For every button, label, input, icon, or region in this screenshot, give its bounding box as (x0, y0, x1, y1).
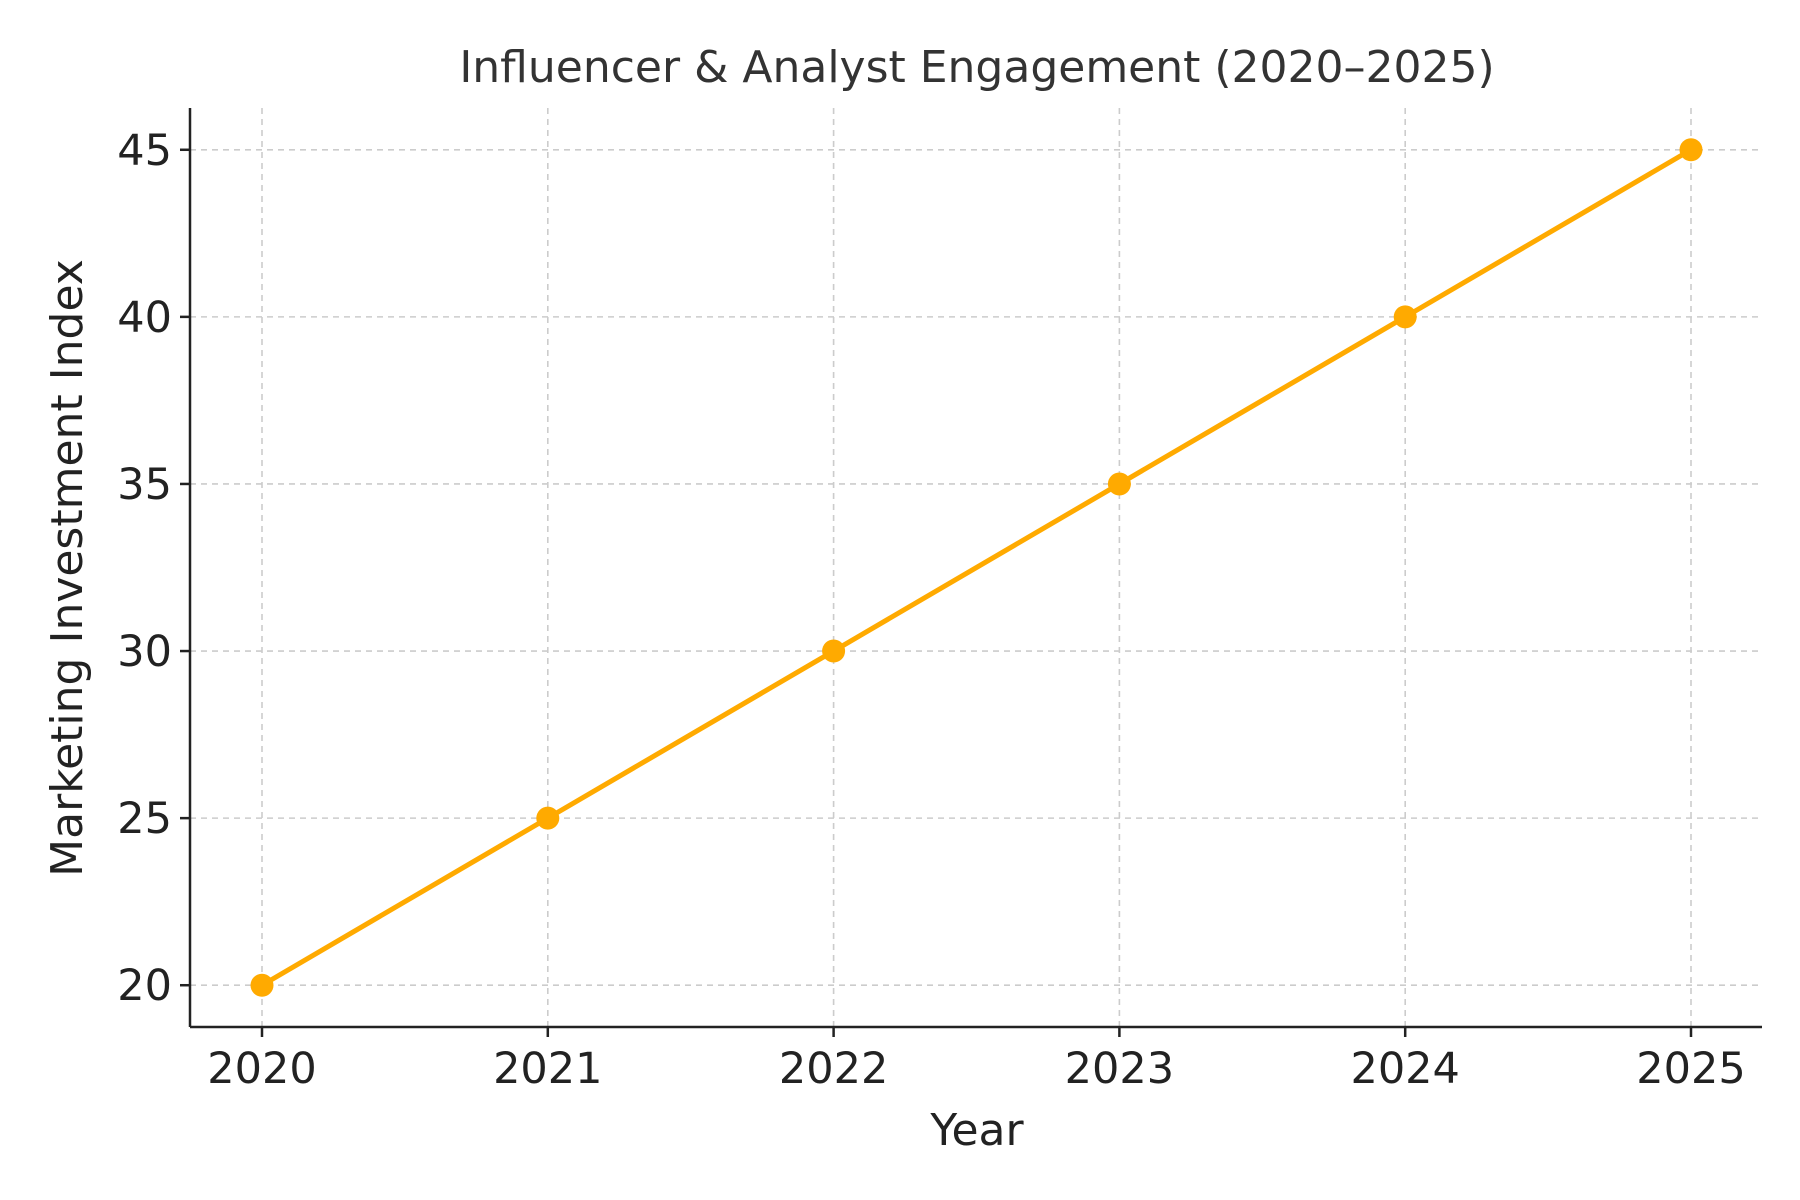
data-point-marker (1393, 305, 1417, 329)
x-tick-label: 2020 (207, 1044, 316, 1094)
data-point-marker (1679, 138, 1703, 162)
series-line (259, 147, 1694, 988)
grid (190, 108, 1762, 1027)
series (250, 138, 1703, 997)
chart-title: Influencer & Analyst Engagement (2020–20… (459, 42, 1494, 93)
data-point-marker (822, 639, 846, 663)
y-tick-label: 25 (117, 794, 172, 844)
y-tick-label: 45 (117, 126, 172, 176)
x-tick-label: 2024 (1350, 1044, 1459, 1094)
x-tick-label: 2022 (779, 1044, 888, 1094)
data-point-marker (250, 973, 274, 997)
x-tick-label: 2023 (1065, 1044, 1174, 1094)
data-point-marker (1107, 472, 1131, 496)
x-tick-label: 2025 (1636, 1044, 1745, 1094)
x-tick-label: 2021 (493, 1044, 602, 1094)
axes (188, 108, 1762, 1029)
data-point-marker (536, 806, 560, 830)
y-tick-label: 40 (117, 293, 172, 343)
y-tick-label: 30 (117, 627, 172, 677)
y-tick-label: 20 (117, 961, 172, 1011)
y-axis-label: Marketing Investment Index (42, 259, 93, 877)
y-tick-label: 35 (117, 460, 172, 510)
x-axis-label: Year (929, 1105, 1024, 1156)
